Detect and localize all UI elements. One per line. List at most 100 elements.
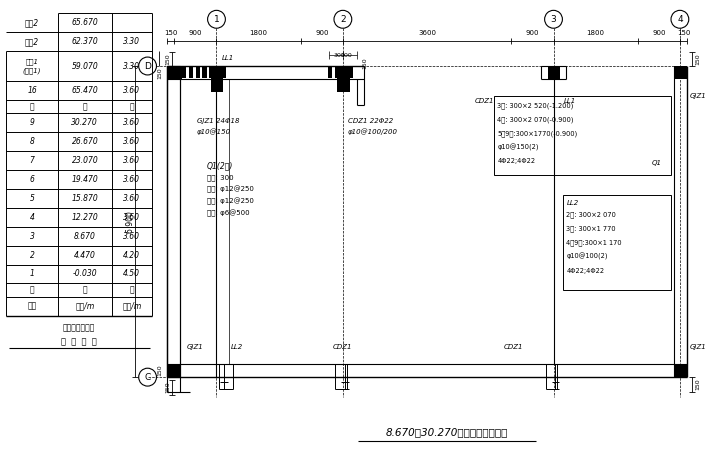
- Text: 900: 900: [652, 30, 665, 36]
- Text: 150: 150: [363, 57, 368, 69]
- Text: 1: 1: [30, 270, 34, 279]
- Bar: [342, 67, 346, 78]
- Text: 150: 150: [696, 378, 701, 390]
- Text: GJZ1 24Φ18: GJZ1 24Φ18: [197, 118, 239, 124]
- Text: GJZ1: GJZ1: [187, 344, 203, 350]
- Bar: [203, 67, 207, 78]
- Text: ：: ：: [82, 286, 87, 295]
- Text: 3600: 3600: [418, 30, 436, 36]
- Text: 1: 1: [213, 15, 220, 24]
- Text: 150: 150: [677, 30, 690, 36]
- Text: φ10@150: φ10@150: [197, 128, 231, 135]
- Text: 4.20: 4.20: [123, 250, 140, 259]
- Text: φ10@100/200: φ10@100/200: [348, 128, 398, 135]
- Text: 62.370: 62.370: [72, 37, 98, 46]
- Text: ：: ：: [129, 102, 134, 111]
- Bar: [208, 67, 213, 78]
- Text: 3: 3: [550, 15, 557, 24]
- Text: 6: 6: [30, 175, 34, 184]
- Text: 2层: 300×2 070: 2层: 300×2 070: [567, 212, 616, 219]
- Bar: [349, 67, 353, 78]
- Bar: [210, 66, 223, 92]
- Text: 3层: 300×2 520(-1.200): 3层: 300×2 520(-1.200): [497, 102, 574, 109]
- Text: 65.470: 65.470: [72, 86, 98, 95]
- Text: LL1: LL1: [563, 98, 576, 104]
- Text: 拉筋: φ6@500: 拉筋: φ6@500: [207, 210, 250, 217]
- Bar: [563, 195, 671, 290]
- Text: 1800: 1800: [587, 30, 604, 36]
- Text: φ10@100(2): φ10@100(2): [567, 253, 608, 260]
- Bar: [337, 66, 350, 92]
- Text: LL2: LL2: [567, 200, 579, 206]
- Text: D: D: [144, 61, 151, 70]
- Text: CDZ1: CDZ1: [504, 344, 523, 350]
- Text: 水平: φ12@250: 水平: φ12@250: [207, 186, 254, 193]
- Text: 层号: 层号: [28, 302, 37, 310]
- Text: 4.50: 4.50: [123, 270, 140, 279]
- Bar: [674, 364, 687, 377]
- Text: 150: 150: [696, 53, 701, 65]
- Bar: [494, 96, 671, 175]
- Text: 15.870: 15.870: [72, 194, 98, 203]
- Text: ：: ：: [30, 286, 34, 295]
- Text: 4: 4: [30, 213, 34, 222]
- Text: 8: 8: [30, 137, 34, 146]
- Text: 900: 900: [315, 30, 328, 36]
- Text: Q1(2排): Q1(2排): [207, 161, 233, 170]
- Text: -0.030: -0.030: [73, 270, 97, 279]
- Bar: [674, 66, 687, 79]
- Text: 4～9层:300×1 170: 4～9层:300×1 170: [567, 240, 622, 246]
- Text: 30.270: 30.270: [72, 118, 98, 128]
- Text: 150: 150: [165, 53, 171, 65]
- Text: GJZ1: GJZ1: [690, 344, 707, 350]
- Text: 150: 150: [157, 364, 162, 376]
- Text: 3.60: 3.60: [123, 156, 140, 165]
- Text: 6 900: 6 900: [127, 211, 135, 233]
- Text: 3.30: 3.30: [123, 37, 140, 46]
- Text: LL1: LL1: [221, 55, 234, 61]
- Text: 2: 2: [340, 15, 346, 24]
- Text: ：: ：: [30, 102, 34, 111]
- Text: GJZ1: GJZ1: [690, 93, 707, 99]
- Text: CDZ1 22Φ22: CDZ1 22Φ22: [348, 118, 393, 124]
- Text: 150: 150: [157, 67, 162, 79]
- Text: 4Φ22;4Φ22: 4Φ22;4Φ22: [497, 159, 535, 165]
- Bar: [182, 67, 186, 78]
- Text: 5: 5: [30, 194, 34, 203]
- Text: 19.470: 19.470: [72, 175, 98, 184]
- Text: 150: 150: [164, 30, 178, 36]
- Text: ：: ：: [82, 102, 87, 111]
- Text: 4层: 300×2 070(-0.900): 4层: 300×2 070(-0.900): [497, 116, 574, 123]
- Bar: [196, 67, 200, 78]
- Text: (塔兲1): (塔兲1): [23, 68, 41, 75]
- Text: 300: 300: [333, 53, 346, 58]
- Text: 4Φ22;4Φ22: 4Φ22;4Φ22: [567, 268, 604, 274]
- Text: 7: 7: [30, 156, 34, 165]
- Text: 3.60: 3.60: [123, 137, 140, 146]
- Text: 5～9层:300×1770(-0.900): 5～9层:300×1770(-0.900): [497, 130, 577, 137]
- Text: 9: 9: [30, 118, 34, 128]
- Text: 59.070: 59.070: [72, 62, 98, 71]
- Text: 4.470: 4.470: [74, 250, 96, 259]
- Text: 16: 16: [27, 86, 37, 95]
- Text: 层高/m: 层高/m: [122, 302, 141, 310]
- Text: LL2: LL2: [231, 344, 244, 350]
- Bar: [167, 364, 180, 377]
- Text: 标高/m: 标高/m: [75, 302, 95, 310]
- Text: CDZ1: CDZ1: [474, 98, 494, 104]
- Text: 8.670: 8.670: [74, 232, 96, 241]
- Bar: [167, 66, 180, 377]
- Text: 23.070: 23.070: [72, 156, 98, 165]
- Text: 8.670～30.270剪力墙平法施工图: 8.670～30.270剪力墙平法施工图: [385, 427, 508, 437]
- Text: 3.60: 3.60: [123, 118, 140, 128]
- Bar: [223, 67, 226, 78]
- Text: 结  构  层  高: 结 构 层 高: [61, 337, 97, 346]
- Bar: [189, 67, 193, 78]
- Text: 4: 4: [677, 15, 683, 24]
- Bar: [215, 67, 220, 78]
- Text: Q1: Q1: [651, 160, 661, 166]
- Bar: [328, 67, 332, 78]
- Text: 3.60: 3.60: [123, 194, 140, 203]
- Text: 3.60: 3.60: [123, 232, 140, 241]
- Text: 屋面2: 屋面2: [25, 18, 39, 27]
